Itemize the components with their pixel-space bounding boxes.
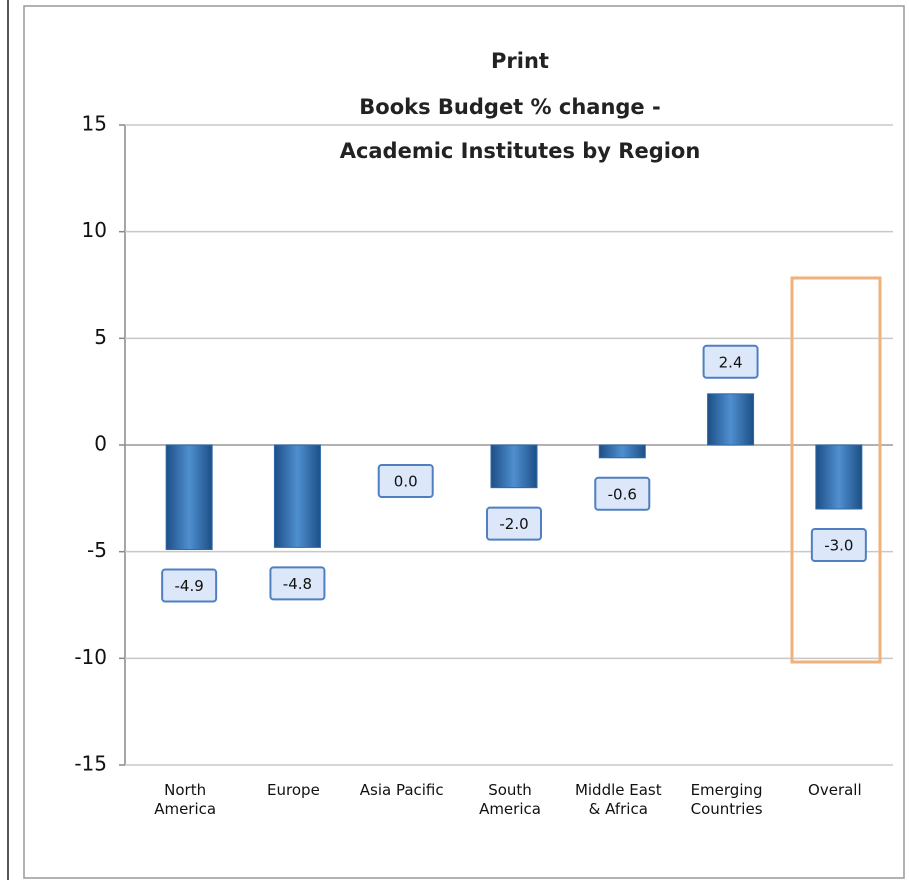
- y-tick-label: -5: [87, 538, 107, 562]
- x-tick-label: South America: [479, 781, 541, 818]
- data-label: -4.8: [283, 575, 312, 593]
- chart-title: Print: [491, 49, 549, 73]
- y-tick-label: -15: [74, 752, 107, 776]
- y-tick-label: 0: [94, 432, 107, 456]
- data-label-box: [702, 344, 759, 379]
- data-label-box: [269, 566, 326, 601]
- data-label: -0.6: [608, 485, 637, 503]
- bar: [815, 444, 863, 510]
- data-label-box: [486, 506, 542, 541]
- data-label-box: [810, 528, 867, 562]
- data-label: -3.0: [824, 537, 853, 555]
- data-label-box: [594, 476, 651, 511]
- x-tick-label: Emerging Countries: [690, 781, 763, 818]
- chart-title: Academic Institutes by Region: [340, 139, 701, 163]
- y-tick-label: 10: [82, 218, 107, 242]
- bar: [273, 444, 321, 548]
- highlight-box: [790, 276, 882, 664]
- bar: [490, 444, 538, 489]
- x-tick-label: Overall: [808, 781, 862, 799]
- bar: [165, 444, 213, 551]
- data-label-box: [161, 568, 218, 603]
- data-label-box: [377, 464, 434, 498]
- data-label: -4.9: [175, 577, 204, 595]
- x-tick-label: Europe: [267, 781, 320, 799]
- chart-title: Books Budget % change -: [359, 95, 660, 119]
- x-tick-label: Asia Pacific: [359, 781, 444, 799]
- y-tick-label: 15: [82, 112, 107, 136]
- chart-frame: [23, 5, 905, 879]
- x-tick-label: North America: [154, 781, 217, 818]
- x-tick-label: Middle East & Africa: [574, 781, 662, 818]
- data-label: 2.4: [719, 353, 743, 371]
- y-tick-label: -10: [74, 645, 107, 669]
- bar: [598, 444, 646, 459]
- bar: [707, 393, 755, 446]
- data-label: 0.0: [394, 473, 418, 491]
- y-tick-label: 5: [94, 325, 107, 349]
- data-label: -2.0: [499, 515, 528, 533]
